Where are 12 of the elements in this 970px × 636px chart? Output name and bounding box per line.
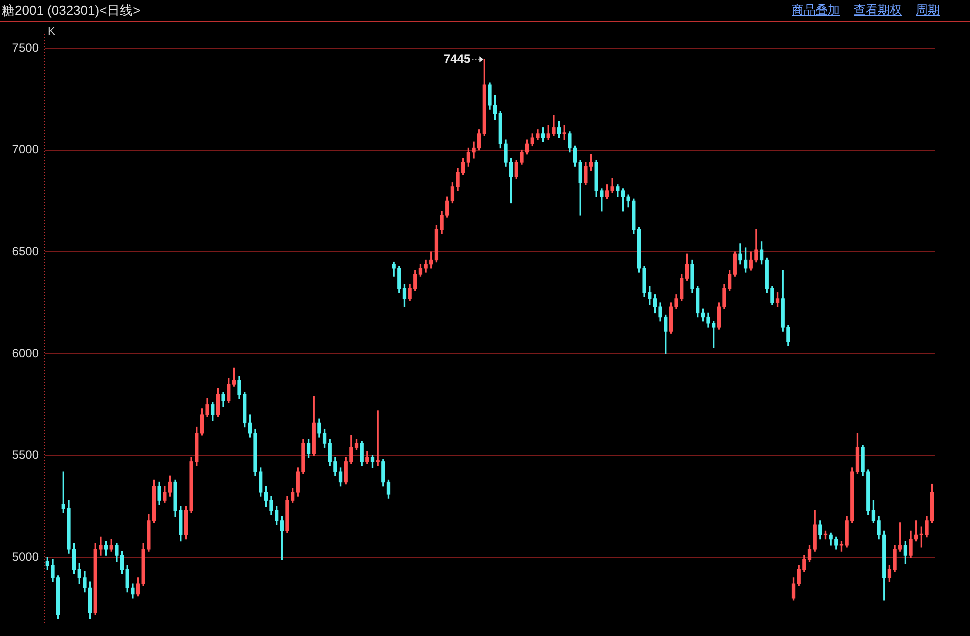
text: 查看期权	[854, 2, 902, 19]
text: 商品叠加	[792, 2, 840, 19]
y-tick-label: 6000	[12, 346, 40, 360]
annotation: 7445	[444, 52, 471, 66]
chart-title: 糖2001 (032301)<日线>	[1, 2, 141, 20]
y-tick-label: 6500	[12, 244, 40, 258]
y-tick-label: 5000	[12, 550, 40, 564]
y-tick-label: 7000	[12, 142, 40, 157]
y-tick-label: 5500	[12, 448, 40, 462]
annotation: K	[48, 26, 56, 38]
y-tick-label: 7500	[12, 40, 40, 55]
text: 周期	[916, 2, 940, 19]
